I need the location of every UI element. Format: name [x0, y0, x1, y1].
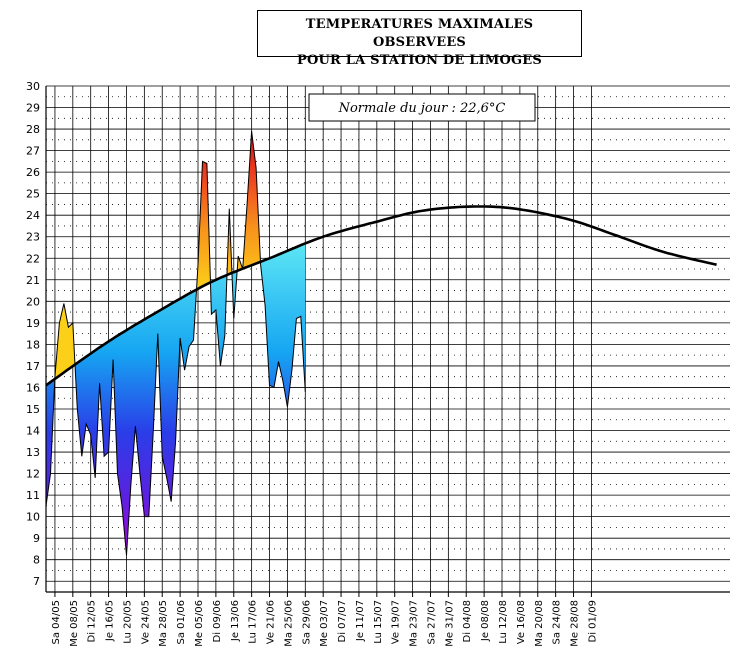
y-tick-label: 20	[26, 295, 40, 308]
y-tick-label: 21	[26, 274, 40, 287]
series-lines	[45, 131, 717, 556]
x-tick-label: Ma 20/08	[534, 600, 545, 647]
x-tick-label: Di 12/05	[87, 600, 98, 642]
y-tick-label: 7	[33, 575, 40, 588]
x-tick-label: Lu 20/05	[122, 600, 133, 644]
axes: 7 8 9 10 11 12 13 14 15 16 17 18 19 20 21 22 23 24 25 26 27 2…	[26, 80, 730, 647]
x-tick-label: Je 13/06	[230, 600, 241, 642]
annotation-text: Normale du jour : 22,6°C	[338, 101, 506, 116]
chart-title-line-2: POUR LA STATION DE LIMOGES	[297, 53, 542, 68]
y-tick-label: 22	[26, 252, 40, 265]
x-tick-label: Di 01/09	[587, 600, 598, 642]
x-tick-label: Me 31/07	[444, 600, 455, 647]
x-tick-label: Me 05/06	[194, 600, 205, 647]
y-tick-label: 14	[26, 425, 40, 438]
x-tick-label: Je 08/08	[480, 600, 491, 642]
x-tick-label: Ma 28/05	[158, 600, 169, 647]
x-tick-label: Sa 04/05	[51, 600, 62, 644]
fill-areas	[46, 131, 306, 556]
y-tick-label: 26	[26, 166, 40, 179]
y-tick-label: 25	[26, 188, 40, 201]
below-normal-area	[46, 243, 306, 556]
x-tick-label: Je 16/05	[105, 600, 116, 642]
x-tick-label: Ve 16/08	[516, 600, 527, 644]
y-tick-label: 15	[26, 403, 40, 416]
annotation: Normale du jour : 22,6°C	[308, 93, 536, 122]
observed-temperature-line	[45, 131, 306, 556]
x-tick-label: Me 08/05	[69, 600, 80, 647]
x-tick-label: Me 28/08	[570, 600, 581, 647]
y-tick-label: 29	[26, 102, 40, 115]
annotation-box	[308, 93, 536, 122]
chart-title-line-1: TEMPERATURES MAXIMALES OBSERVEES	[305, 17, 534, 50]
x-tick-label: Lu 15/07	[373, 600, 384, 644]
y-tick-label: 24	[26, 209, 40, 222]
y-tick-label: 8	[33, 554, 40, 567]
y-tick-label: 19	[26, 317, 40, 330]
x-tick-label: Sa 01/06	[176, 600, 187, 644]
y-tick-label: 11	[26, 489, 40, 502]
y-tick-label: 13	[26, 446, 40, 459]
x-tick-label: Di 07/07	[337, 600, 348, 642]
x-tick-label: Sa 29/06	[301, 600, 312, 644]
x-tick-label: Sa 27/07	[426, 600, 437, 644]
x-tick-label: Je 11/07	[355, 600, 366, 642]
y-tick-label: 9	[33, 532, 40, 545]
y-tick-label: 12	[26, 468, 40, 481]
x-tick-label: Ma 23/07	[409, 600, 420, 647]
y-tick-label: 16	[26, 381, 40, 394]
chart-title-box: TEMPERATURES MAXIMALES OBSERVEES POUR LA…	[257, 10, 582, 68]
x-tick-label: Sa 24/08	[552, 600, 563, 644]
x-tick-label: Ma 25/06	[283, 600, 294, 647]
x-tick-label: Lu 17/06	[248, 600, 259, 644]
y-tick-label: 10	[26, 511, 40, 524]
x-tick-label: Di 04/08	[462, 600, 473, 642]
x-tick-label: Ve 24/05	[140, 600, 151, 644]
x-tick-label: Di 09/06	[212, 600, 223, 642]
y-tick-label: 18	[26, 338, 40, 351]
y-tick-label: 17	[26, 360, 40, 373]
x-tick-label: Me 03/07	[319, 600, 330, 647]
normal-temperature-curve	[45, 205, 717, 387]
y-tick-label: 27	[26, 145, 40, 158]
x-tick-label: Ve 19/07	[391, 600, 402, 644]
y-tick-label: 28	[26, 123, 40, 136]
y-tick-label: 30	[26, 80, 40, 93]
x-tick-label: Ve 21/06	[266, 600, 277, 644]
x-tick-label: Lu 12/08	[498, 600, 509, 644]
y-tick-label: 23	[26, 231, 40, 244]
